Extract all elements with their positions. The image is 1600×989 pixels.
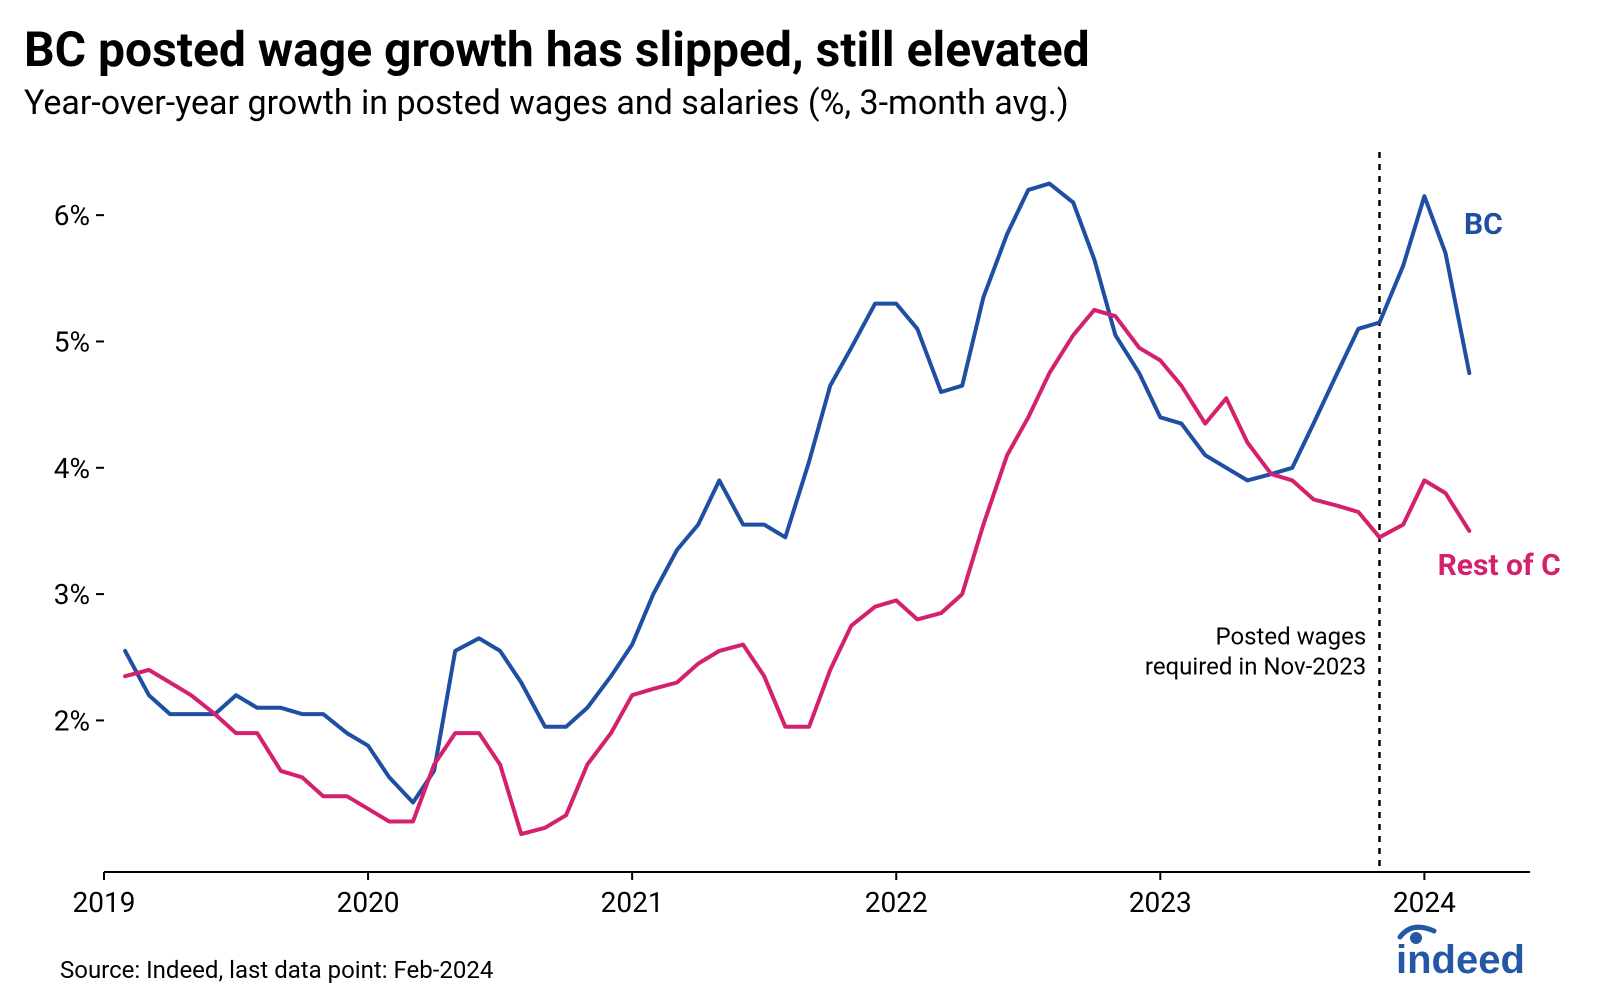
y-tick-label: 5% <box>54 325 90 358</box>
series-line-rest-of-canada <box>125 309 1469 833</box>
x-tick-label: 2023 <box>1129 886 1192 919</box>
x-tick-label: 2019 <box>73 886 136 919</box>
y-tick-label: 6% <box>54 199 90 232</box>
line-chart-svg: 2% 3% 4% 5% 6% 2019 2020 2021 2022 2023 2024 BC Rest… <box>24 142 1560 932</box>
x-tick-label: 2022 <box>865 886 928 919</box>
chart-title: BC posted wage growth has slipped, still… <box>24 24 1560 77</box>
series-label-bc: BC <box>1464 207 1503 242</box>
x-tick-label: 2021 <box>601 886 664 919</box>
source-footnote: Source: Indeed, last data point: Feb-202… <box>60 956 493 984</box>
chart-subtitle: Year-over-year growth in posted wages an… <box>24 83 1560 124</box>
logo-text: indeed <box>1396 938 1525 979</box>
series-label-rest-of-canada: Rest of Canada <box>1438 548 1560 583</box>
series-line-bc <box>125 183 1469 802</box>
y-tick-label: 2% <box>54 704 90 737</box>
x-tick-label: 2020 <box>337 886 400 919</box>
annotation-text: Posted wages <box>1215 622 1366 650</box>
y-tick-label: 3% <box>54 578 90 611</box>
indeed-logo: indeed <box>1390 923 1570 979</box>
x-tick-label: 2024 <box>1393 886 1456 919</box>
annotation-text: required in Nov-2023 <box>1145 652 1366 680</box>
chart-container: BC posted wage growth has slipped, still… <box>0 0 1600 989</box>
y-tick-label: 4% <box>54 451 90 484</box>
plot-area: 2% 3% 4% 5% 6% 2019 2020 2021 2022 2023 2024 BC Rest… <box>24 142 1560 932</box>
